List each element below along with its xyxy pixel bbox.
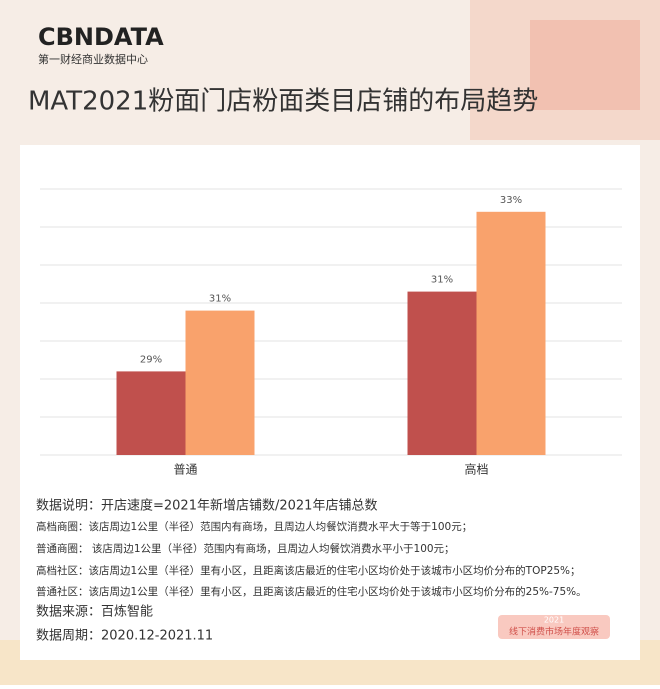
note-line: 数据周期：2020.12-2021.11	[36, 629, 213, 644]
value-label: 31%	[209, 294, 231, 305]
bar	[116, 371, 186, 455]
note-line: 高档商圈：该店周边1公里（半径）范围内有商场，且周边人均餐饮消费水平大于等于10…	[36, 520, 472, 533]
x-tick-label: 高档	[464, 462, 488, 477]
stamp-text: 线下消费市场年度观察	[509, 626, 599, 638]
stamp-year: 2021	[544, 616, 564, 625]
chart-title: MAT2021粉面门店粉面类目店铺的布局趋势	[28, 87, 538, 117]
bar	[476, 211, 546, 455]
decoration	[530, 20, 640, 110]
bar	[407, 291, 477, 455]
value-label: 29%	[140, 354, 162, 365]
card	[20, 145, 640, 660]
x-tick-label: 普通	[173, 463, 197, 477]
note-line: 数据来源：百炼智能	[36, 605, 153, 620]
bar	[185, 310, 255, 455]
note-line: 数据说明：开店速度=2021年新增店铺数/2021年店铺总数	[36, 498, 377, 514]
note-line: 普通商圈： 该店周边1公里（半径）范围内有商场，且周边人均餐饮消费水平小于100…	[36, 542, 455, 555]
stamp	[498, 615, 610, 639]
value-label: 33%	[500, 195, 522, 206]
note-line: 高档社区：该店周边1公里（半径）里有小区，且距离该店最近的住宅小区均价处于该城市…	[36, 564, 581, 577]
note-line: 普通社区：该店周边1公里（半径）里有小区，且距离该店最近的住宅小区均价处于该城市…	[36, 585, 587, 598]
logo-subtitle: 第一财经商业数据中心	[38, 52, 148, 66]
value-label: 31%	[431, 275, 453, 286]
logo: CBNDATA	[38, 23, 164, 51]
